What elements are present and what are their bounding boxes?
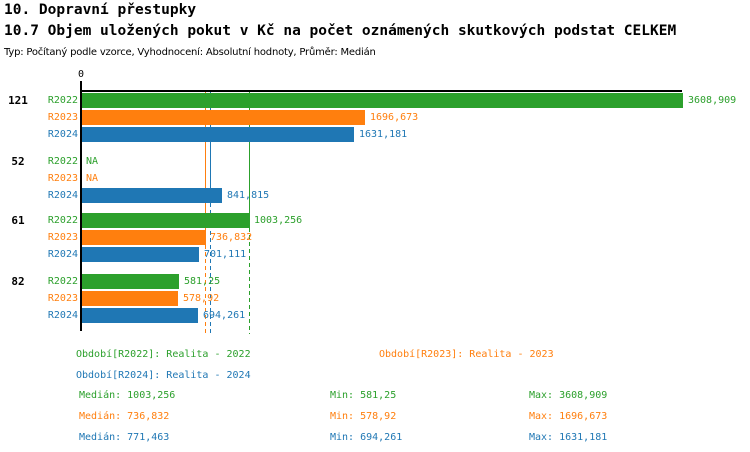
value-label-52-r2022: NA [86, 156, 99, 167]
median-line-dashed-r2022 [249, 228, 250, 334]
bar-61-r2024[interactable] [82, 247, 199, 262]
median-line-dashed-r2023 [205, 245, 206, 334]
stat-min-r2024: Min: 694,261 [330, 432, 403, 443]
value-label-82-r2024: 694,261 [203, 310, 246, 321]
bar-52-r2024[interactable] [82, 188, 222, 203]
row-label-52-r2023: R2023 [47, 173, 78, 184]
stat-max-r2023: Max: 1696,673 [529, 411, 608, 422]
bar-61-r2022[interactable] [82, 213, 249, 228]
bar-121-r2022[interactable] [82, 93, 683, 108]
bar-61-r2023[interactable] [82, 230, 205, 245]
stat-min-r2023: Min: 578,92 [330, 411, 397, 422]
value-label-82-r2022: 581,25 [184, 276, 221, 287]
legend-item-r2024: Období[R2024]: Realita - 2024 [76, 370, 251, 381]
y-axis-line [80, 92, 82, 331]
stat-median-r2023: Medián: 736,832 [79, 411, 170, 422]
bar-121-r2024[interactable] [82, 127, 354, 142]
row-label-121-r2022: R2022 [47, 95, 78, 106]
report-meta: Typ: Počítaný podle vzorce, Vyhodnocení:… [4, 47, 376, 58]
x-axis-tick [80, 81, 82, 90]
stat-max-r2024: Max: 1631,181 [529, 432, 608, 443]
stat-median-r2022: Medián: 1003,256 [79, 390, 176, 401]
report-title: 10. Dopravní přestupky [4, 2, 197, 18]
stat-max-r2022: Max: 3608,909 [529, 390, 608, 401]
row-label-61-r2022: R2022 [47, 215, 78, 226]
median-line-solid-r2024 [210, 92, 211, 203]
group-label-52: 52 [11, 155, 25, 168]
bar-82-r2024[interactable] [82, 308, 198, 323]
value-label-52-r2024: 841,815 [227, 190, 270, 201]
median-line-dashed-r2024 [210, 203, 211, 334]
row-label-82-r2023: R2023 [47, 293, 78, 304]
group-label-61: 61 [11, 214, 25, 227]
stat-min-r2022: Min: 581,25 [330, 390, 397, 401]
bar-82-r2022[interactable] [82, 274, 179, 289]
row-label-61-r2023: R2023 [47, 232, 78, 243]
bar-121-r2023[interactable] [82, 110, 365, 125]
bar-chart: 0 121 R2022 3608,909 R2023 1696,673 R2024 1631… [8, 69, 737, 334]
value-label-121-r2024: 1631,181 [359, 129, 408, 140]
group-label-121: 121 [8, 94, 28, 107]
value-label-61-r2024: 701,111 [204, 249, 247, 260]
value-label-121-r2022: 3608,909 [688, 95, 737, 106]
median-line-solid-r2023 [205, 92, 206, 245]
stat-median-r2024: Medián: 771,463 [79, 432, 170, 443]
legend-item-r2023: Období[R2023]: Realita - 2023 [379, 349, 554, 360]
row-label-52-r2024: R2024 [47, 190, 78, 201]
median-line-solid-r2022 [249, 92, 250, 228]
value-label-61-r2023: 736,832 [210, 232, 253, 243]
bar-82-r2023[interactable] [82, 291, 178, 306]
value-label-121-r2023: 1696,673 [370, 112, 419, 123]
value-label-82-r2023: 578,92 [183, 293, 220, 304]
x-axis-line [80, 90, 682, 92]
row-label-52-r2022: R2022 [47, 156, 78, 167]
value-label-52-r2023: NA [86, 173, 99, 184]
row-label-121-r2024: R2024 [47, 129, 78, 140]
x-axis-zero-label: 0 [77, 69, 85, 80]
legend-item-r2022: Období[R2022]: Realita - 2022 [76, 349, 251, 360]
row-label-82-r2022: R2022 [47, 276, 78, 287]
value-label-61-r2022: 1003,256 [254, 215, 303, 226]
row-label-121-r2023: R2023 [47, 112, 78, 123]
row-label-82-r2024: R2024 [47, 310, 78, 321]
group-label-82: 82 [11, 275, 25, 288]
report-subtitle: 10.7 Objem uložených pokut v Kč na počet… [4, 23, 677, 39]
row-label-61-r2024: R2024 [47, 249, 78, 260]
